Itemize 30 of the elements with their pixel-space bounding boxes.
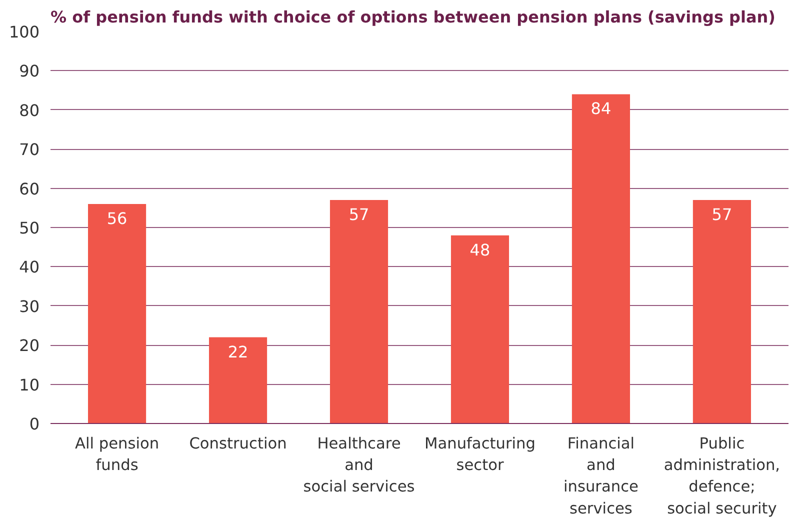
data-label: 56: [106, 208, 128, 228]
bar: [330, 200, 388, 424]
y-tick-label: 90: [19, 62, 40, 81]
y-tick-label: 40: [19, 258, 40, 277]
x-tick-label: Manufacturing sector: [424, 434, 536, 474]
bar: [208, 337, 268, 424]
x-tick-label: Construction: [189, 434, 287, 452]
y-tick-label: 80: [19, 100, 40, 120]
data-label: 84: [590, 99, 612, 118]
data-label: 57: [712, 205, 732, 224]
x-tick-label: Public administration, defence; social security: [664, 434, 780, 518]
y-tick-label: 30: [19, 296, 40, 316]
y-tick-label: 50: [19, 218, 40, 238]
y-tick-label: 10: [19, 375, 40, 394]
data-label: 57: [348, 205, 370, 224]
y-tick-label: 100: [8, 22, 40, 42]
x-tick-label: Financial and insurance services: [564, 434, 638, 518]
bar: [572, 94, 630, 424]
y-tick-label: 70: [19, 140, 40, 160]
x-tick-label: All pension funds: [74, 434, 160, 474]
x-tick-label: Healthcare and social services: [303, 434, 415, 496]
bar: [692, 200, 751, 424]
y-tick-label: 20: [19, 336, 40, 356]
data-label: 22: [228, 342, 248, 362]
bar: [88, 204, 146, 424]
y-tick-label: 0: [29, 414, 40, 434]
bar: [450, 235, 510, 424]
y-tick-label: 60: [19, 179, 40, 198]
data-label: 48: [470, 240, 490, 260]
chart-title: % of pension funds with choice of options between pension plans (savings plan): [50, 8, 776, 26]
